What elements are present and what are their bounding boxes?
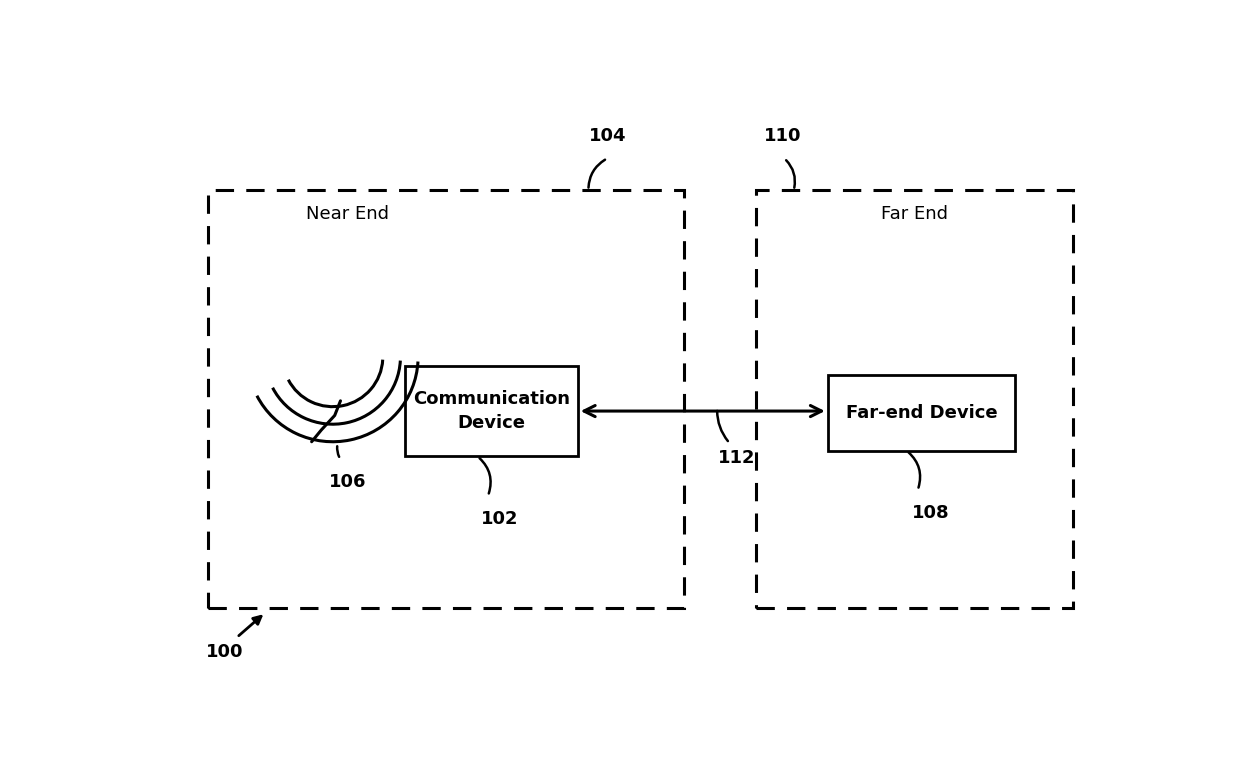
Text: 112: 112 [718, 449, 755, 467]
Text: 110: 110 [764, 127, 801, 145]
FancyBboxPatch shape [404, 366, 578, 456]
Text: 106: 106 [329, 473, 366, 491]
Text: 108: 108 [911, 504, 950, 522]
FancyBboxPatch shape [828, 374, 1016, 451]
Text: 102: 102 [481, 510, 518, 528]
Text: Far-end Device: Far-end Device [846, 404, 997, 421]
Text: Near End: Near End [306, 205, 388, 223]
Text: 104: 104 [589, 127, 626, 145]
Text: Far End: Far End [880, 205, 947, 223]
Text: Communication
Device: Communication Device [413, 390, 570, 432]
Text: 100: 100 [206, 644, 243, 661]
